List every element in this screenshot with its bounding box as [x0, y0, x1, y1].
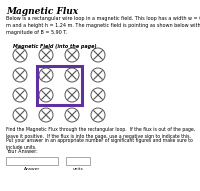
- Circle shape: [91, 108, 105, 122]
- Bar: [6, 157, 58, 165]
- Circle shape: [13, 88, 27, 102]
- Text: Find the Magnetic Flux through the rectangular loop.  If the flux is out of the : Find the Magnetic Flux through the recta…: [6, 127, 195, 139]
- Circle shape: [13, 108, 27, 122]
- Circle shape: [65, 88, 79, 102]
- Circle shape: [39, 48, 53, 62]
- Circle shape: [13, 48, 27, 62]
- Circle shape: [39, 88, 53, 102]
- Text: units: units: [73, 167, 83, 171]
- Circle shape: [65, 68, 79, 82]
- Text: Your Answer:: Your Answer:: [6, 149, 38, 154]
- Circle shape: [39, 68, 53, 82]
- Bar: [36, 66, 82, 104]
- Text: Put your answer in an appropriate number of significant figures and make sure to: Put your answer in an appropriate number…: [6, 138, 193, 150]
- Circle shape: [91, 88, 105, 102]
- Circle shape: [91, 68, 105, 82]
- Circle shape: [65, 108, 79, 122]
- Circle shape: [91, 48, 105, 62]
- Bar: [66, 157, 90, 165]
- Text: Answer: Answer: [24, 167, 40, 171]
- Circle shape: [65, 48, 79, 62]
- Text: Below is a rectangular wire loop in a magnetic field. This loop has a width w = : Below is a rectangular wire loop in a ma…: [6, 16, 200, 35]
- Text: Magnetic Field (into the page): Magnetic Field (into the page): [13, 44, 97, 49]
- Text: Magnetic Flux: Magnetic Flux: [6, 7, 78, 16]
- Circle shape: [13, 68, 27, 82]
- Circle shape: [39, 108, 53, 122]
